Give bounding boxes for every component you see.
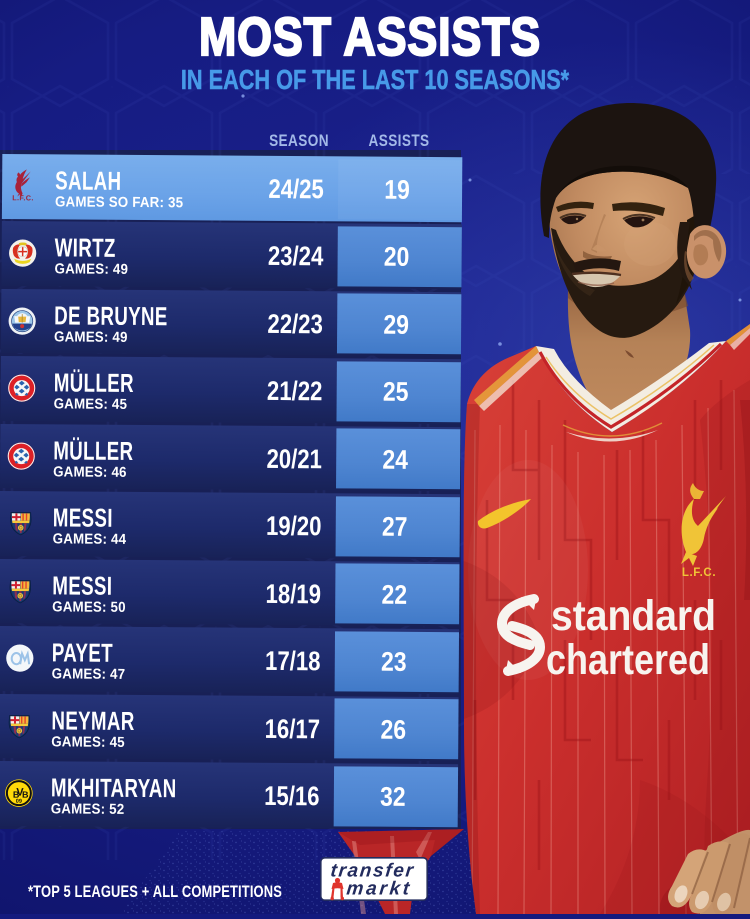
svg-text:L.F.C.: L.F.C. [12, 193, 34, 202]
svg-text:V: V [16, 787, 24, 799]
svg-text:L.F.C.: L.F.C. [682, 567, 716, 579]
svg-text:B: B [22, 790, 29, 800]
svg-text:09: 09 [16, 799, 22, 805]
svg-text:B: B [13, 790, 20, 800]
svg-text:transfer: transfer [329, 861, 415, 882]
svg-text:standard: standard [551, 592, 716, 640]
svg-text:chartered: chartered [546, 636, 710, 684]
